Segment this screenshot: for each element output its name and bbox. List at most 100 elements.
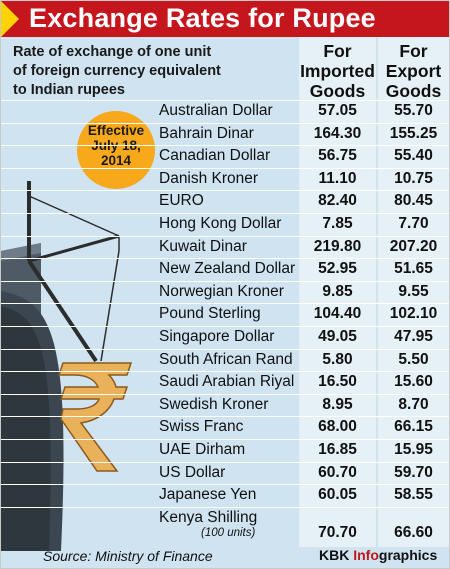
currency-name: Australian Dollar xyxy=(159,102,273,119)
title-bar: Exchange Rates for Rupee xyxy=(1,1,449,37)
imported-rate: 52.95 xyxy=(318,260,357,278)
table-row: Japanese Yen 60.05 58.55 xyxy=(1,484,449,507)
badge-line: 2014 xyxy=(100,153,132,168)
currency-name: Japanese Yen xyxy=(159,486,257,504)
currency-name: UAE Dirham xyxy=(159,441,246,458)
header-line: Imported xyxy=(300,61,375,81)
currency-name: Norwegian Kroner xyxy=(159,282,284,300)
crane-boom xyxy=(28,234,120,263)
currency-name: New Zealand Dollar xyxy=(159,260,296,278)
table-row: Australian Dollar 57.05 55.70 xyxy=(1,100,449,123)
intro-line: of foreign currency equivalent xyxy=(13,63,221,79)
export-rate: 10.75 xyxy=(394,169,433,187)
header-line: Export xyxy=(385,61,442,81)
export-rate: 8.70 xyxy=(398,395,429,413)
currency-name: Saudi Arabian Riyal xyxy=(159,373,295,391)
intro-line: to Indian rupees xyxy=(13,82,125,98)
credit-line: KBK Infographics xyxy=(319,547,437,563)
intro-text: Rate of exchange of one unit of foreign … xyxy=(13,43,273,100)
table-row: US Dollar 60.70 59.70 xyxy=(1,461,449,485)
effective-date-badge: Effective July 18, 2014 xyxy=(77,111,155,189)
credit-prefix: KBK xyxy=(319,547,354,563)
credit-highlight: Info xyxy=(353,547,379,563)
imported-rate: 9.85 xyxy=(322,282,353,300)
table-row: Norwegian Kroner 9.85 9.55 xyxy=(1,280,449,304)
export-rate: 55.70 xyxy=(394,102,433,119)
export-rate: 207.20 xyxy=(389,237,438,255)
imported-rate: 68.00 xyxy=(318,418,357,436)
currency-name: Singapore Dollar xyxy=(159,328,275,345)
currency-name: Danish Kroner xyxy=(159,169,259,187)
table-row: Swiss Franc 68.00 66.15 xyxy=(1,416,449,439)
export-rate: 102.10 xyxy=(389,305,438,323)
table-row: Kenya Shilling (100 units) 70.70 66.60 xyxy=(1,506,449,541)
imported-rate: 5.80 xyxy=(322,350,353,368)
currency-name: Hong Kong Dollar xyxy=(159,215,282,232)
title-triangle-icon xyxy=(1,1,19,37)
table-row: Saudi Arabian Riyal 16.50 15.60 xyxy=(1,371,449,394)
export-rate: 66.15 xyxy=(394,418,433,436)
export-rate: 47.95 xyxy=(394,328,433,345)
table-row: Bahrain Dinar 164.30 155.25 xyxy=(1,122,449,146)
imported-rate: 219.80 xyxy=(313,237,362,255)
imported-rate: 16.50 xyxy=(318,373,357,391)
page-title: Exchange Rates for Rupee xyxy=(29,3,376,33)
imported-goods-header: For Imported Goods xyxy=(299,41,376,101)
table-row: Hong Kong Dollar 7.85 7.70 xyxy=(1,213,449,236)
unit-note: (100 units) xyxy=(201,526,256,539)
table-row: Pound Sterling 104.40 102.10 xyxy=(1,303,449,326)
currency-name: South African Rand xyxy=(159,350,293,368)
export-rate: 155.25 xyxy=(389,124,438,142)
imported-rate: 7.85 xyxy=(322,215,353,232)
currency-name: US Dollar xyxy=(159,463,226,481)
imported-rate: 60.05 xyxy=(318,486,357,504)
export-rate: 66.60 xyxy=(394,523,433,541)
imported-rate: 164.30 xyxy=(313,124,362,142)
export-rate: 58.55 xyxy=(394,486,433,504)
export-rate: 80.45 xyxy=(394,192,433,210)
imported-rate: 82.40 xyxy=(318,192,357,210)
imported-rate: 60.70 xyxy=(318,463,357,481)
header-line: Goods xyxy=(309,81,366,101)
export-rate: 15.60 xyxy=(394,373,433,391)
export-rate: 51.65 xyxy=(394,260,433,278)
currency-name: Bahrain Dinar xyxy=(159,124,254,142)
table-row: Danish Kroner 11.10 10.75 xyxy=(1,167,449,191)
export-rate: 59.70 xyxy=(394,463,433,481)
currency-name: Swiss Franc xyxy=(159,418,244,436)
currency-name: Pound Sterling xyxy=(159,305,261,323)
export-rate: 15.95 xyxy=(394,441,433,458)
imported-rate: 56.75 xyxy=(318,147,357,165)
table-row: Canadian Dollar 56.75 55.40 xyxy=(1,145,449,168)
export-rate: 55.40 xyxy=(394,147,433,165)
export-rate: 7.70 xyxy=(398,215,429,232)
imported-rate: 11.10 xyxy=(318,169,357,187)
header-line: For xyxy=(399,41,428,61)
imported-rate: 70.70 xyxy=(318,523,357,541)
source-note: Source: Ministry of Finance xyxy=(43,548,213,564)
export-goods-header: For Export Goods xyxy=(378,41,449,101)
table-row: New Zealand Dollar 52.95 51.65 xyxy=(1,258,449,281)
currency-name: EURO xyxy=(159,192,204,210)
currency-name: Kenya Shilling xyxy=(159,508,258,526)
table-row: South African Rand 5.80 5.50 xyxy=(1,348,449,372)
imported-rate: 16.85 xyxy=(318,441,357,458)
imported-rate: 49.05 xyxy=(318,328,357,345)
table-row: Singapore Dollar 49.05 47.95 xyxy=(1,326,449,349)
credit-suffix: graphics xyxy=(378,547,438,563)
badge-line: Effective xyxy=(87,123,145,138)
currency-name: Kuwait Dinar xyxy=(159,237,247,255)
table-row: Kuwait Dinar 219.80 207.20 xyxy=(1,235,449,259)
imported-rate: 104.40 xyxy=(313,305,362,323)
export-rate: 5.50 xyxy=(398,350,429,368)
currency-name: Swedish Kroner xyxy=(159,395,269,413)
table-row: Swedish Kroner 8.95 8.70 xyxy=(1,393,449,417)
imported-rate: 8.95 xyxy=(322,395,353,413)
export-rate: 9.55 xyxy=(398,282,429,300)
table-row: UAE Dirham 16.85 15.95 xyxy=(1,439,449,462)
table-row: EURO 82.40 80.45 xyxy=(1,190,449,213)
intro-line: Rate of exchange of one unit xyxy=(13,44,212,60)
currency-name: Canadian Dollar xyxy=(159,147,271,165)
header-line: For xyxy=(323,41,352,61)
